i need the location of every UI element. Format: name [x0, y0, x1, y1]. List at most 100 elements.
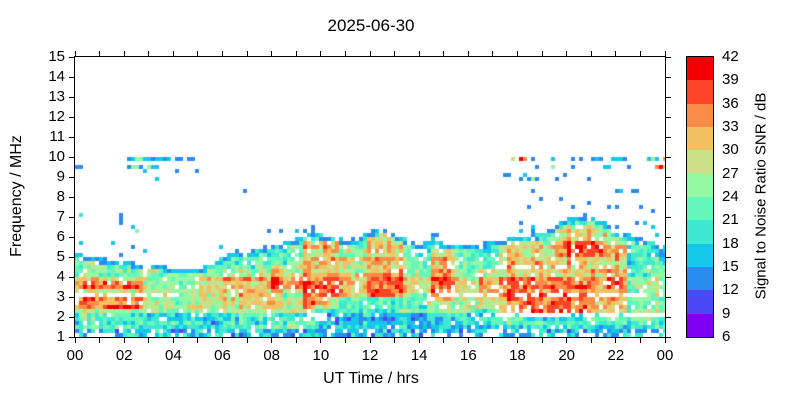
tick-mark: [566, 51, 568, 56]
tick-mark: [666, 316, 671, 318]
tick-mark: [271, 51, 273, 56]
colorbar-tick-label: 6: [722, 328, 731, 345]
x-tick-label: 06: [214, 347, 231, 364]
colorbar-tick-label: 36: [722, 94, 739, 112]
tick-mark: [666, 336, 671, 338]
tick-mark: [69, 196, 74, 198]
tick-mark: [369, 51, 371, 56]
colorbar-tick-label: 9: [722, 304, 731, 322]
tick-mark: [69, 236, 74, 238]
tick-mark: [123, 51, 125, 56]
y-tick-label: 14: [48, 68, 65, 85]
tick-mark: [295, 51, 297, 56]
colorbar-tick-label: 30: [722, 141, 739, 159]
x-tick-label: 12: [361, 347, 379, 364]
x-axis-title: UT Time / hrs: [323, 370, 419, 387]
tick-mark: [271, 338, 273, 343]
tick-mark: [69, 256, 74, 258]
heatmap-canvas: [75, 57, 665, 337]
tick-mark: [639, 338, 641, 343]
tick-mark: [295, 338, 297, 343]
tick-mark: [541, 338, 543, 343]
tick-mark: [69, 276, 74, 278]
tick-mark: [615, 51, 617, 56]
plot-area: [74, 56, 666, 338]
y-tick-label: 13: [48, 88, 65, 105]
y-tick-label: 2: [56, 308, 65, 325]
tick-mark: [74, 51, 76, 56]
tick-mark: [590, 51, 592, 56]
tick-mark: [172, 338, 174, 343]
colorbar-title: Signal to Noise Ratio SNR / dB: [752, 92, 770, 300]
y-tick-label: 12: [48, 108, 65, 125]
tick-mark: [639, 51, 641, 56]
y-tick-label: 15: [48, 48, 65, 65]
chart-title: 2025-06-30: [327, 16, 415, 35]
x-tick-label: 10: [312, 347, 330, 364]
tick-mark: [69, 136, 74, 138]
tick-mark: [344, 338, 346, 343]
colorbar-segment: [687, 126, 713, 151]
tick-mark: [320, 51, 322, 56]
colorbar-segment: [687, 80, 713, 104]
tick-mark: [69, 316, 74, 318]
tick-mark: [369, 338, 371, 343]
tick-mark: [69, 156, 74, 158]
y-tick-label: 7: [56, 208, 65, 225]
x-tick-label: 16: [459, 347, 477, 364]
x-tick-label: 02: [115, 347, 133, 364]
x-tick-label: 04: [164, 347, 182, 364]
colorbar-tick-label: 21: [722, 211, 739, 229]
y-tick-label: 8: [56, 188, 65, 205]
tick-mark: [222, 338, 223, 343]
tick-mark: [666, 156, 671, 158]
tick-mark: [666, 276, 671, 278]
colorbar-tick-label: 33: [722, 118, 739, 135]
tick-mark: [666, 236, 671, 238]
tick-mark: [69, 96, 74, 98]
colorbar-segment: [687, 57, 713, 81]
tick-mark: [69, 296, 74, 298]
tick-mark: [666, 296, 671, 298]
tick-mark: [666, 116, 671, 118]
tick-mark: [541, 51, 543, 56]
tick-mark: [69, 116, 74, 118]
colorbar-segment: [687, 290, 713, 314]
colorbar-segment: [687, 173, 713, 197]
y-tick-label: 6: [56, 228, 65, 245]
tick-mark: [69, 176, 74, 178]
y-axis-title: Frequency / MHz: [8, 135, 25, 257]
colorbar-tick-label: 18: [722, 234, 739, 252]
tick-mark: [197, 338, 199, 343]
tick-mark: [394, 338, 396, 343]
tick-mark: [99, 51, 101, 56]
tick-mark: [666, 96, 671, 98]
tick-mark: [666, 216, 671, 218]
tick-mark: [467, 338, 469, 343]
x-tick-label: 08: [263, 347, 280, 364]
tick-mark: [492, 338, 494, 343]
tick-mark: [99, 338, 101, 343]
colorbar-segment: [687, 243, 713, 267]
tick-mark: [467, 51, 469, 56]
tick-mark: [664, 51, 666, 56]
tick-mark: [517, 51, 518, 56]
tick-mark: [443, 338, 445, 343]
tick-mark: [615, 338, 617, 343]
tick-mark: [443, 51, 445, 56]
y-tick-label: 10: [48, 148, 65, 165]
colorbar-segment: [687, 313, 713, 337]
tick-mark: [418, 338, 420, 343]
tick-mark: [666, 56, 671, 58]
y-tick-label: 5: [56, 248, 65, 265]
tick-mark: [418, 51, 420, 56]
colorbar-tick-label: 15: [722, 258, 739, 275]
tick-mark: [666, 76, 671, 78]
x-tick-label: 14: [410, 347, 428, 364]
colorbar-segment: [687, 103, 713, 127]
x-tick-label: 18: [509, 347, 526, 364]
colorbar-segment: [687, 220, 713, 244]
tick-mark: [566, 338, 568, 343]
tick-mark: [246, 51, 248, 56]
